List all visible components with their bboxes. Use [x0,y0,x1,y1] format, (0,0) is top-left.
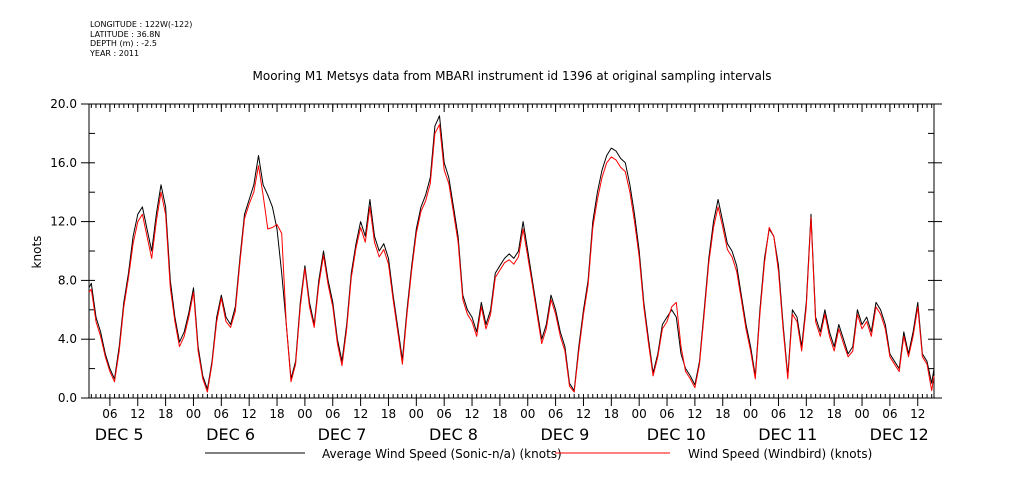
x-tick-label: 12 [464,407,479,421]
x-tick-label: 12 [687,407,702,421]
chart-title: Mooring M1 Metsys data from MBARI instru… [253,69,772,83]
y-tick-label: 12.0 [50,215,77,229]
x-tick-label: 06 [659,407,674,421]
x-tick-label: 12 [353,407,368,421]
x-tick-label: 12 [130,407,145,421]
longitude-label: LONGITUDE : 122W(-122) [90,20,193,29]
x-day-label: DEC 6 [206,425,255,444]
legend-label: Wind Speed (Windbird) (knots) [688,447,872,461]
legend: Average Wind Speed (Sonic-n/a) (knots) Wi… [205,447,872,461]
x-tick-label: 00 [409,407,424,421]
x-tick-label: 00 [297,407,312,421]
plot-frame [88,103,935,399]
x-tick-label: 12 [910,407,925,421]
depth-label: DEPTH (m) : -2.5 [90,39,157,48]
x-tick-label: 06 [325,407,340,421]
series-line-windbird [88,124,935,393]
x-tick-label: 06 [214,407,229,421]
x-day-label: DEC 11 [758,425,817,444]
latitude-label: LATITUDE : 36.8N [90,29,161,39]
legend-label: Average Wind Speed (Sonic-n/a) (knots) [322,447,562,461]
metadata-block: LONGITUDE : 122W(-122) LATITUDE : 36.8N … [90,20,192,58]
x-tick-label: 00 [632,407,647,421]
x-tick-label: 18 [381,407,396,421]
x-tick-label: 00 [186,407,201,421]
x-day-label: DEC 9 [540,425,589,444]
series-line-sonic [88,115,935,392]
x-day-label: DEC 7 [318,425,367,444]
x-tick-label: 12 [576,407,591,421]
x-tick-label: 06 [882,407,897,421]
x-tick-label: 18 [492,407,507,421]
x-tick-label: 00 [854,407,869,421]
year-label: YEAR : 2011 [90,48,140,58]
y-tick-label: 20.0 [50,97,77,111]
x-tick-label: 18 [604,407,619,421]
x-tick-label: 06 [771,407,786,421]
x-tick-label: 18 [827,407,842,421]
axes: 06 12 18 00 06 12 18 00 06 12 18 00 06 12 18 00 06 12 18 00… [50,97,942,444]
y-axis-label: knots [30,236,44,269]
x-tick-label: 00 [743,407,758,421]
x-tick-label: 06 [102,407,117,421]
x-day-label: DEC 10 [647,425,706,444]
x-tick-label: 06 [437,407,452,421]
x-tick-label: 00 [520,407,535,421]
x-tick-label: 12 [242,407,257,421]
y-tick-label: 8.0 [58,273,77,287]
x-day-label: DEC 8 [429,425,478,444]
x-tick-label: 18 [269,407,284,421]
x-day-label: DEC 12 [870,425,929,444]
x-tick-label: 12 [799,407,814,421]
y-tick-label: 4.0 [58,332,77,346]
series-layer [88,115,935,393]
x-tick-label: 18 [715,407,730,421]
x-tick-label: 18 [158,407,173,421]
y-tick-label: 0.0 [58,391,77,405]
y-tick-label: 16.0 [50,156,77,170]
x-tick-label: 06 [548,407,563,421]
x-day-label: DEC 5 [95,425,144,444]
